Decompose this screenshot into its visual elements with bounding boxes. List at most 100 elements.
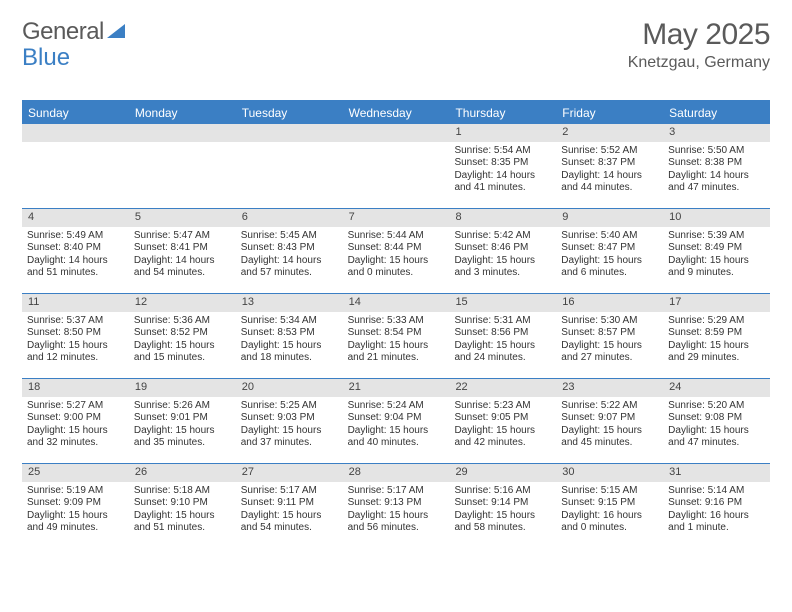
day-cell: 28Sunrise: 5:17 AMSunset: 9:13 PMDayligh…: [343, 464, 450, 548]
day-cell: 22Sunrise: 5:23 AMSunset: 9:05 PMDayligh…: [449, 379, 556, 463]
day-body: Sunrise: 5:54 AMSunset: 8:35 PMDaylight:…: [449, 142, 556, 199]
day-cell: 11Sunrise: 5:37 AMSunset: 8:50 PMDayligh…: [22, 294, 129, 378]
day-sunrise: Sunrise: 5:49 AM: [27, 230, 124, 243]
day-daylight1: Daylight: 15 hours: [134, 425, 231, 438]
day-body: Sunrise: 5:40 AMSunset: 8:47 PMDaylight:…: [556, 227, 663, 284]
weekday-tue: Tuesday: [236, 102, 343, 124]
day-daylight1: Daylight: 15 hours: [454, 255, 551, 268]
day-body: Sunrise: 5:24 AMSunset: 9:04 PMDaylight:…: [343, 397, 450, 454]
day-number: 24: [663, 379, 770, 397]
weekday-fri: Friday: [556, 102, 663, 124]
day-body: Sunrise: 5:17 AMSunset: 9:11 PMDaylight:…: [236, 482, 343, 539]
day-number: 17: [663, 294, 770, 312]
day-cell: 29Sunrise: 5:16 AMSunset: 9:14 PMDayligh…: [449, 464, 556, 548]
day-sunrise: Sunrise: 5:47 AM: [134, 230, 231, 243]
day-number: 7: [343, 209, 450, 227]
day-daylight2: and 40 minutes.: [348, 437, 445, 450]
day-sunset: Sunset: 9:08 PM: [668, 412, 765, 425]
day-sunset: Sunset: 9:13 PM: [348, 497, 445, 510]
day-daylight2: and 51 minutes.: [27, 267, 124, 280]
day-daylight1: Daylight: 15 hours: [27, 340, 124, 353]
logo: General: [22, 18, 126, 46]
day-sunrise: Sunrise: 5:27 AM: [27, 400, 124, 413]
day-daylight2: and 6 minutes.: [561, 267, 658, 280]
day-sunset: Sunset: 8:38 PM: [668, 157, 765, 170]
day-body: Sunrise: 5:42 AMSunset: 8:46 PMDaylight:…: [449, 227, 556, 284]
day-daylight2: and 18 minutes.: [241, 352, 338, 365]
day-number: 15: [449, 294, 556, 312]
day-cell: 14Sunrise: 5:33 AMSunset: 8:54 PMDayligh…: [343, 294, 450, 378]
day-sunrise: Sunrise: 5:15 AM: [561, 485, 658, 498]
logo-text-1: General: [22, 18, 104, 46]
day-number: .: [129, 124, 236, 142]
week-row: 4Sunrise: 5:49 AMSunset: 8:40 PMDaylight…: [22, 208, 770, 293]
day-daylight2: and 29 minutes.: [668, 352, 765, 365]
day-body: Sunrise: 5:23 AMSunset: 9:05 PMDaylight:…: [449, 397, 556, 454]
day-sunset: Sunset: 9:16 PM: [668, 497, 765, 510]
day-body: Sunrise: 5:39 AMSunset: 8:49 PMDaylight:…: [663, 227, 770, 284]
day-sunrise: Sunrise: 5:34 AM: [241, 315, 338, 328]
day-cell: 6Sunrise: 5:45 AMSunset: 8:43 PMDaylight…: [236, 209, 343, 293]
day-number: 26: [129, 464, 236, 482]
day-number: 3: [663, 124, 770, 142]
day-cell: 1Sunrise: 5:54 AMSunset: 8:35 PMDaylight…: [449, 124, 556, 208]
day-daylight2: and 9 minutes.: [668, 267, 765, 280]
day-sunset: Sunset: 8:50 PM: [27, 327, 124, 340]
day-sunrise: Sunrise: 5:14 AM: [668, 485, 765, 498]
day-cell: 21Sunrise: 5:24 AMSunset: 9:04 PMDayligh…: [343, 379, 450, 463]
day-cell: 16Sunrise: 5:30 AMSunset: 8:57 PMDayligh…: [556, 294, 663, 378]
day-cell: 15Sunrise: 5:31 AMSunset: 8:56 PMDayligh…: [449, 294, 556, 378]
day-daylight2: and 49 minutes.: [27, 522, 124, 535]
day-body: Sunrise: 5:29 AMSunset: 8:59 PMDaylight:…: [663, 312, 770, 369]
day-sunset: Sunset: 9:05 PM: [454, 412, 551, 425]
day-cell: .: [236, 124, 343, 208]
day-cell: 4Sunrise: 5:49 AMSunset: 8:40 PMDaylight…: [22, 209, 129, 293]
day-number: 5: [129, 209, 236, 227]
day-number: 12: [129, 294, 236, 312]
day-number: 14: [343, 294, 450, 312]
day-number: .: [22, 124, 129, 142]
day-daylight2: and 24 minutes.: [454, 352, 551, 365]
day-sunset: Sunset: 9:10 PM: [134, 497, 231, 510]
day-number: 16: [556, 294, 663, 312]
day-sunrise: Sunrise: 5:31 AM: [454, 315, 551, 328]
day-daylight1: Daylight: 15 hours: [561, 255, 658, 268]
day-number: 30: [556, 464, 663, 482]
day-daylight1: Daylight: 15 hours: [27, 425, 124, 438]
day-number: 27: [236, 464, 343, 482]
calendar: Sunday Monday Tuesday Wednesday Thursday…: [22, 100, 770, 548]
day-daylight2: and 58 minutes.: [454, 522, 551, 535]
day-daylight1: Daylight: 15 hours: [454, 425, 551, 438]
day-daylight2: and 0 minutes.: [561, 522, 658, 535]
day-cell: 9Sunrise: 5:40 AMSunset: 8:47 PMDaylight…: [556, 209, 663, 293]
day-daylight1: Daylight: 15 hours: [561, 340, 658, 353]
day-cell: 18Sunrise: 5:27 AMSunset: 9:00 PMDayligh…: [22, 379, 129, 463]
day-number: 25: [22, 464, 129, 482]
day-body: Sunrise: 5:27 AMSunset: 9:00 PMDaylight:…: [22, 397, 129, 454]
day-daylight2: and 32 minutes.: [27, 437, 124, 450]
day-daylight2: and 12 minutes.: [27, 352, 124, 365]
day-number: .: [343, 124, 450, 142]
day-daylight2: and 37 minutes.: [241, 437, 338, 450]
day-daylight1: Daylight: 15 hours: [668, 255, 765, 268]
day-sunset: Sunset: 9:14 PM: [454, 497, 551, 510]
day-cell: 27Sunrise: 5:17 AMSunset: 9:11 PMDayligh…: [236, 464, 343, 548]
day-daylight2: and 3 minutes.: [454, 267, 551, 280]
day-sunrise: Sunrise: 5:17 AM: [241, 485, 338, 498]
day-body: Sunrise: 5:18 AMSunset: 9:10 PMDaylight:…: [129, 482, 236, 539]
day-body: Sunrise: 5:34 AMSunset: 8:53 PMDaylight:…: [236, 312, 343, 369]
day-sunset: Sunset: 9:03 PM: [241, 412, 338, 425]
day-sunrise: Sunrise: 5:19 AM: [27, 485, 124, 498]
day-cell: 24Sunrise: 5:20 AMSunset: 9:08 PMDayligh…: [663, 379, 770, 463]
day-daylight1: Daylight: 15 hours: [561, 425, 658, 438]
weekday-wed: Wednesday: [343, 102, 450, 124]
day-daylight1: Daylight: 14 hours: [668, 170, 765, 183]
day-daylight1: Daylight: 15 hours: [348, 340, 445, 353]
day-daylight2: and 42 minutes.: [454, 437, 551, 450]
day-daylight1: Daylight: 14 hours: [134, 255, 231, 268]
day-body: Sunrise: 5:30 AMSunset: 8:57 PMDaylight:…: [556, 312, 663, 369]
day-daylight1: Daylight: 14 hours: [241, 255, 338, 268]
day-number: 29: [449, 464, 556, 482]
day-cell: 3Sunrise: 5:50 AMSunset: 8:38 PMDaylight…: [663, 124, 770, 208]
day-number: .: [236, 124, 343, 142]
